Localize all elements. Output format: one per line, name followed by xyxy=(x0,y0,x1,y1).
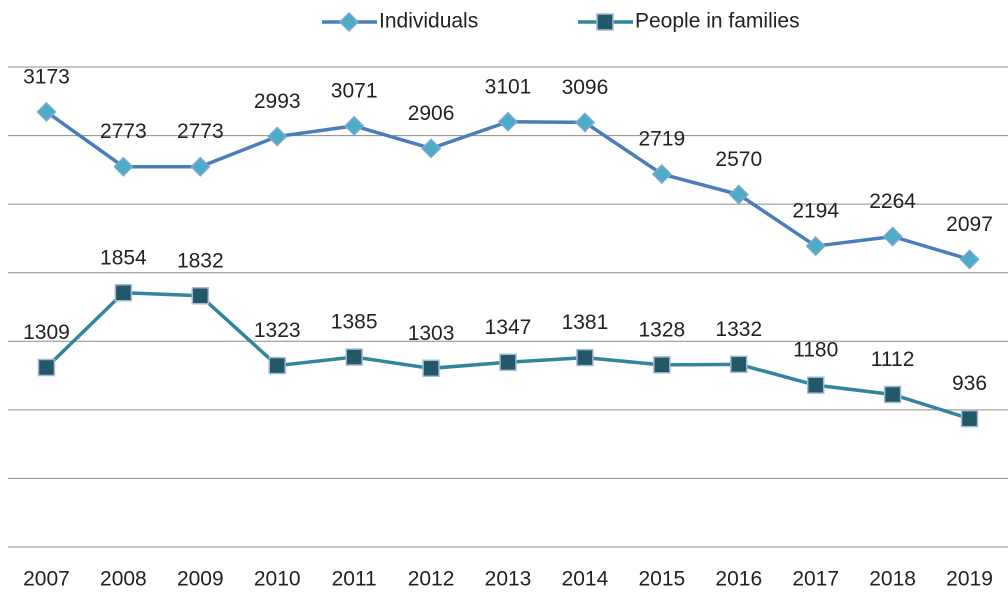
data-label: 2570 xyxy=(715,148,762,171)
data-label: 1385 xyxy=(331,311,378,334)
marker xyxy=(576,348,594,367)
x-tick-label: 2014 xyxy=(562,568,609,591)
data-label: 3101 xyxy=(485,75,532,98)
data-label: 2264 xyxy=(869,190,916,213)
x-tick-label: 2011 xyxy=(332,568,377,591)
legend-marker xyxy=(338,11,360,33)
marker xyxy=(806,376,825,394)
data-label: 1180 xyxy=(793,339,838,362)
x-tick-label: 2010 xyxy=(254,568,301,591)
marker xyxy=(421,138,442,159)
data-label: 1303 xyxy=(408,322,455,345)
x-tick-label: 2008 xyxy=(100,568,147,591)
marker xyxy=(36,101,57,122)
marker xyxy=(268,356,286,375)
data-label: 936 xyxy=(952,372,987,395)
marker xyxy=(882,226,903,247)
x-tick-label: 2018 xyxy=(869,568,916,591)
data-label: 2906 xyxy=(408,102,455,125)
data-label: 3096 xyxy=(562,76,609,99)
data-label: 2097 xyxy=(946,213,993,236)
x-tick-label: 2009 xyxy=(177,568,224,591)
marker xyxy=(113,156,134,177)
marker xyxy=(959,249,980,270)
marker xyxy=(651,164,672,185)
data-label: 1832 xyxy=(177,249,224,272)
x-tick-label: 2016 xyxy=(715,568,762,591)
legend-label: Individuals xyxy=(379,10,478,33)
data-label: 1332 xyxy=(715,318,762,341)
data-label: 1347 xyxy=(485,316,532,339)
data-label: 3071 xyxy=(331,79,378,102)
data-label: 2194 xyxy=(792,200,839,223)
marker xyxy=(497,111,519,132)
data-label: 2993 xyxy=(254,90,301,113)
marker xyxy=(37,358,56,377)
legend-marker xyxy=(596,13,614,31)
marker xyxy=(883,385,902,404)
x-tick-label: 2015 xyxy=(638,568,685,591)
marker xyxy=(114,283,133,302)
data-label: 2773 xyxy=(100,120,147,143)
data-label: 2719 xyxy=(638,128,685,151)
marker xyxy=(190,156,211,177)
x-tick-label: 2012 xyxy=(408,568,455,591)
data-label: 1112 xyxy=(871,348,915,371)
marker xyxy=(728,184,749,205)
marker xyxy=(344,115,365,136)
marker xyxy=(730,355,748,374)
marker xyxy=(574,112,595,133)
marker xyxy=(191,287,210,305)
marker xyxy=(653,356,671,374)
data-label: 3173 xyxy=(23,65,70,88)
x-tick-label: 2007 xyxy=(23,568,70,591)
marker xyxy=(499,353,517,372)
x-tick-label: 2017 xyxy=(792,568,839,591)
marker xyxy=(422,359,440,378)
data-label: 1381 xyxy=(562,311,609,334)
data-label: 2773 xyxy=(177,120,224,143)
marker xyxy=(805,236,826,257)
data-label: 1854 xyxy=(100,246,147,269)
legend-label: People in families xyxy=(635,10,800,33)
marker xyxy=(960,409,979,428)
marker xyxy=(267,126,288,147)
x-tick-label: 2019 xyxy=(946,568,993,591)
data-label: 1328 xyxy=(638,318,685,341)
x-tick-label: 2013 xyxy=(485,568,532,591)
data-label: 1309 xyxy=(23,321,70,344)
marker xyxy=(345,348,363,366)
data-label: 1323 xyxy=(254,319,301,342)
